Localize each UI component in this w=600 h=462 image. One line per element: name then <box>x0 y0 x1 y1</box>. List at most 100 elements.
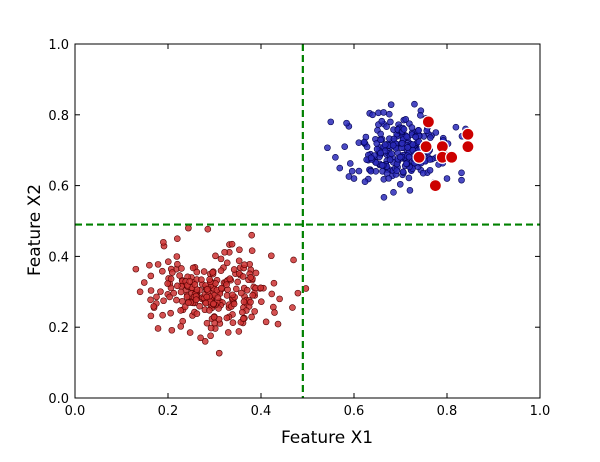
series-1-point <box>405 153 413 161</box>
series-1-point <box>348 167 356 175</box>
series-0-point <box>229 319 237 327</box>
series-1-point <box>377 149 384 157</box>
series-1-point <box>426 156 434 163</box>
series-0-point <box>249 291 256 299</box>
series-2-point <box>461 140 475 154</box>
series-1-point <box>396 153 404 161</box>
x-tick-label: 0.8 <box>437 404 458 419</box>
series-1-point <box>427 134 434 141</box>
series-0-point <box>214 294 222 301</box>
series-1-point <box>399 168 407 176</box>
series-2-point <box>428 179 442 193</box>
series-0-point <box>204 286 211 293</box>
series-0-point <box>274 320 282 328</box>
series-2-point <box>461 127 475 141</box>
y-tick-label: 0.4 <box>48 250 69 265</box>
series-1-point <box>396 180 404 188</box>
series-0-point <box>229 291 236 299</box>
series-0-point <box>192 296 200 304</box>
series-0-point <box>166 293 173 301</box>
series-0-point <box>251 308 258 315</box>
series-1-point <box>404 144 412 151</box>
series-0-point <box>176 272 183 279</box>
series-1-point <box>412 133 419 141</box>
series-1-point <box>385 175 393 182</box>
series-0-point <box>154 325 162 332</box>
series-2-point <box>445 150 459 164</box>
series-0-point <box>206 276 213 283</box>
series-0-point <box>167 309 174 317</box>
series-1-point <box>381 141 389 148</box>
series-2-point <box>421 115 435 129</box>
series-0-point <box>168 269 176 276</box>
series-0-point <box>185 299 192 306</box>
series-0-point <box>223 292 231 299</box>
plot-frame <box>74 43 541 399</box>
series-1-point <box>367 167 375 175</box>
series-1-point <box>378 117 386 125</box>
series-0-point <box>170 289 178 297</box>
series-1-point <box>387 118 394 126</box>
series-1-point <box>380 109 387 116</box>
series-0-point <box>191 281 199 288</box>
series-1-point <box>327 118 335 126</box>
series-0-point <box>178 265 185 272</box>
series-1-point <box>390 189 397 196</box>
series-0-point <box>240 315 247 322</box>
series-1-point <box>452 123 460 131</box>
series-0-point <box>235 257 243 265</box>
series-0-point <box>223 314 231 322</box>
series-1-point <box>332 153 339 161</box>
series-0-point <box>271 309 278 316</box>
series-1-point <box>426 166 434 174</box>
series-0-point <box>177 307 184 314</box>
series-0-point <box>200 268 208 275</box>
series-0-point <box>268 252 275 260</box>
series-1-point <box>386 156 394 164</box>
series-0-point <box>174 260 181 268</box>
series-1-point <box>417 111 424 119</box>
y-tick-label: 1.0 <box>48 38 69 53</box>
series-0-point <box>183 293 191 301</box>
y-tick-label: 0.2 <box>48 321 69 336</box>
series-0-point <box>268 290 276 298</box>
series-0-point <box>262 318 270 326</box>
series-0-point <box>257 298 265 305</box>
series-0-point <box>248 313 255 321</box>
series-0-point <box>198 276 205 284</box>
series-0-point <box>160 297 167 305</box>
y-tick-label: 0.0 <box>48 392 69 407</box>
series-0-point <box>294 289 302 297</box>
series-0-point <box>224 329 232 336</box>
series-0-point <box>202 299 210 307</box>
series-0-point <box>232 285 240 293</box>
series-0-point <box>174 235 181 242</box>
series-0-point <box>140 279 148 286</box>
series-0-point <box>177 288 185 296</box>
x-tick-label: 0.4 <box>251 404 272 419</box>
series-0-point <box>247 274 254 281</box>
series-0-point <box>243 286 251 294</box>
series-0-point <box>215 349 223 357</box>
series-0-point <box>203 293 211 301</box>
series-0-point <box>196 302 203 310</box>
series-0-point <box>147 296 154 304</box>
series-1-point <box>405 174 413 182</box>
series-0-point <box>270 279 278 287</box>
decision-lines <box>75 44 540 398</box>
series-0-point <box>159 311 166 319</box>
series-1-point <box>387 101 395 108</box>
series-1-point <box>411 100 418 108</box>
series-0-point <box>186 278 194 285</box>
series-0-point <box>234 278 241 286</box>
series-0-point <box>207 324 215 332</box>
series-0-point <box>204 225 212 233</box>
y-axis-title: Feature X2 <box>25 184 45 276</box>
series-1-point <box>369 111 376 119</box>
series-0-point <box>223 259 231 267</box>
x-tick-label: 0.6 <box>344 404 365 419</box>
series-0-point <box>160 238 167 246</box>
series-1-point <box>380 194 388 201</box>
series-1-point <box>389 141 397 149</box>
